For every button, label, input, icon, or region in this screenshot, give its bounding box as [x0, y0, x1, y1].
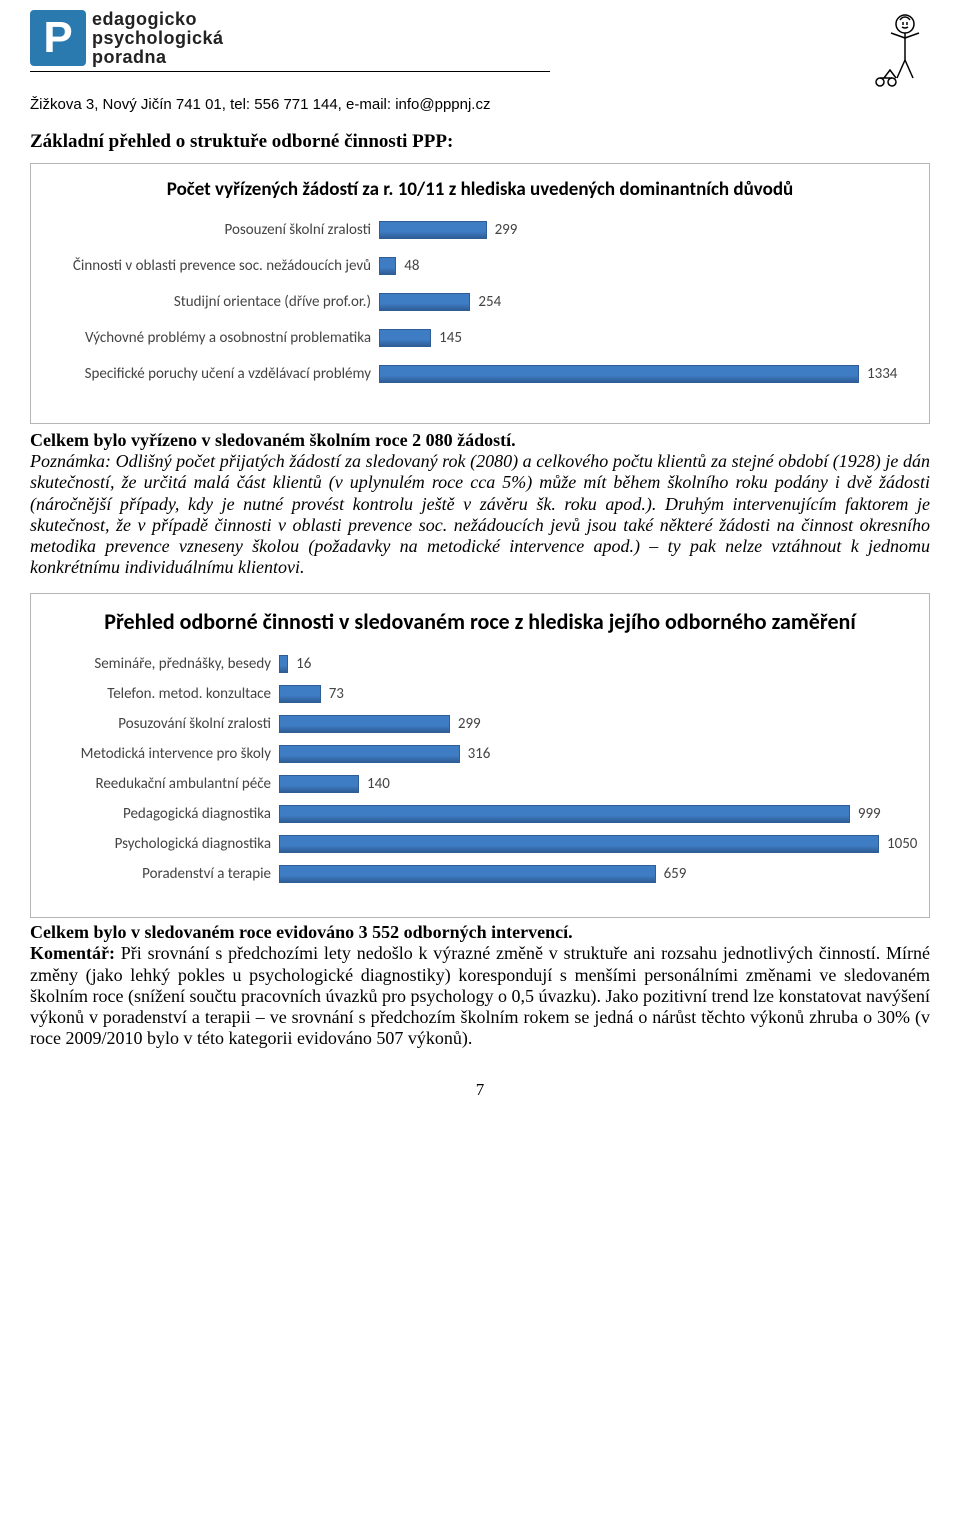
bar-row: Telefon. metod. konzultace 73	[49, 685, 911, 703]
bar-value: 316	[468, 745, 491, 763]
para1-note: Poznámka: Odlišný počet přijatých žádost…	[30, 451, 930, 577]
bar-fill	[279, 805, 850, 823]
doodle-icon	[870, 10, 930, 90]
bar-track: 1050	[279, 835, 911, 853]
bar-value: 48	[404, 257, 419, 275]
header-rule	[30, 71, 550, 72]
para2-body: Komentář: Při srovnání s předchozími let…	[30, 943, 930, 1048]
bar-fill	[279, 775, 359, 793]
logo-line3: poradna	[92, 48, 224, 67]
logo-line2: psychologická	[92, 29, 224, 48]
logo-block: P edagogicko psychologická poradna	[30, 10, 550, 72]
bar-track: 145	[379, 329, 911, 347]
bar-value: 140	[367, 775, 390, 793]
bar-row: Studijní orientace (dříve prof.or.) 254	[49, 293, 911, 311]
para2-komentar-label: Komentář:	[30, 943, 115, 963]
bar-fill	[279, 685, 321, 703]
bar-track: 316	[279, 745, 911, 763]
bar-value: 73	[329, 685, 344, 703]
bar-track: 299	[279, 715, 911, 733]
bar-track: 16	[279, 655, 911, 673]
bar-track: 659	[279, 865, 911, 883]
bar-fill	[279, 655, 288, 673]
bar-value: 299	[495, 221, 518, 239]
logo-p-icon: P	[30, 10, 86, 66]
chart-requests-by-reason: Počet vyřízených žádostí za r. 10/11 z h…	[30, 163, 930, 424]
bar-label: Poradenství a terapie	[49, 865, 279, 883]
bar-row: Pedagogická diagnostika 999	[49, 805, 911, 823]
bar-fill	[379, 257, 396, 275]
bar-track: 73	[279, 685, 911, 703]
bar-label: Semináře, přednášky, besedy	[49, 655, 279, 673]
bar-value: 999	[858, 805, 881, 823]
bar-row: Činnosti v oblasti prevence soc. nežádou…	[49, 257, 911, 275]
bar-fill	[379, 365, 859, 383]
bar-fill	[279, 745, 460, 763]
bar-label: Výchovné problémy a osobnostní problemat…	[49, 329, 379, 347]
chart2-title: Přehled odborné činnosti v sledovaném ro…	[49, 608, 911, 636]
bar-track: 254	[379, 293, 911, 311]
bar-label: Specifické poruchy učení a vzdělávací pr…	[49, 365, 379, 383]
bar-label: Posouzení školní zralosti	[49, 221, 379, 239]
chart-activities-by-focus: Přehled odborné činnosti v sledovaném ro…	[30, 593, 930, 919]
bar-track: 48	[379, 257, 911, 275]
bar-label: Psychologická diagnostika	[49, 835, 279, 853]
bar-fill	[279, 835, 879, 853]
paragraph-1: Celkem bylo vyřízeno v sledovaném školní…	[30, 430, 930, 579]
para1-lead-bold: Celkem bylo vyřízeno v sledovaném školní…	[30, 430, 516, 450]
bar-fill	[379, 221, 487, 239]
bar-track: 299	[379, 221, 911, 239]
bar-fill	[379, 293, 470, 311]
bar-track: 140	[279, 775, 911, 793]
bar-label: Posuzování školní zralosti	[49, 715, 279, 733]
bar-fill	[379, 329, 431, 347]
page-header: P edagogicko psychologická poradna	[30, 10, 930, 90]
bar-row: Psychologická diagnostika1050	[49, 835, 911, 853]
bar-value: 145	[439, 329, 462, 347]
bar-row: Poradenství a terapie 659	[49, 865, 911, 883]
para2-lead-bold: Celkem bylo v sledovaném roce evidováno …	[30, 922, 573, 942]
bar-row: Posouzení školní zralosti 299	[49, 221, 911, 239]
bar-row: Semináře, přednášky, besedy 16	[49, 655, 911, 673]
bar-label: Činnosti v oblasti prevence soc. nežádou…	[49, 257, 379, 275]
paragraph-2: Celkem bylo v sledovaném roce evidováno …	[30, 922, 930, 1049]
bar-label: Studijní orientace (dříve prof.or.)	[49, 293, 379, 311]
bar-row: Specifické poruchy učení a vzdělávací pr…	[49, 365, 911, 383]
bar-row: Posuzování školní zralosti 299	[49, 715, 911, 733]
bar-fill	[279, 715, 450, 733]
bar-value: 1334	[867, 365, 897, 383]
bar-label: Reedukační ambulantní péče	[49, 775, 279, 793]
bar-row: Výchovné problémy a osobnostní problemat…	[49, 329, 911, 347]
para2-rest: Při srovnání s předchozími lety nedošlo …	[30, 943, 930, 1048]
page-number: 7	[30, 1080, 930, 1100]
bar-value: 254	[478, 293, 501, 311]
logo-line1: edagogicko	[92, 10, 224, 29]
contact-line: Žižkova 3, Nový Jičín 741 01, tel: 556 7…	[30, 96, 930, 113]
bar-fill	[279, 865, 656, 883]
section-title: Základní přehled o struktuře odborné čin…	[30, 131, 930, 153]
bar-track: 999	[279, 805, 911, 823]
bar-row: Reedukační ambulantní péče 140	[49, 775, 911, 793]
bar-value: 1050	[887, 835, 917, 853]
chart1-title: Počet vyřízených žádostí za r. 10/11 z h…	[49, 178, 911, 201]
bar-track: 1334	[379, 365, 911, 383]
bar-label: Metodická intervence pro školy	[49, 745, 279, 763]
logo-text: edagogicko psychologická poradna	[92, 10, 224, 67]
bar-value: 16	[296, 655, 311, 673]
bar-value: 299	[458, 715, 481, 733]
bar-label: Telefon. metod. konzultace	[49, 685, 279, 703]
bar-row: Metodická intervence pro školy 316	[49, 745, 911, 763]
bar-label: Pedagogická diagnostika	[49, 805, 279, 823]
bar-value: 659	[664, 865, 687, 883]
